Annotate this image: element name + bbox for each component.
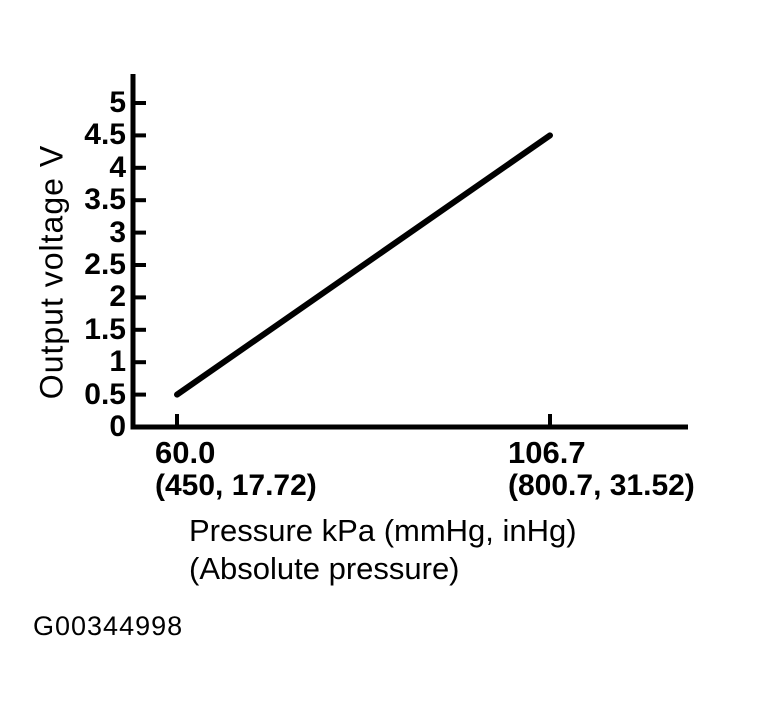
y-tick-label: 0 [109,410,126,443]
x-axis-title: Pressure kPa (mmHg, inHg) (Absolute pres… [189,512,577,588]
y-tick-label: 5 [109,86,126,119]
figure-id: G00344998 [33,611,184,641]
y-tick-label: 0.5 [84,377,126,411]
x-tick-label: 60.0 [155,435,216,470]
y-tick-label: 1.5 [84,312,126,346]
x-tick-sublabel: (800.7, 31.52) [508,469,695,502]
x-tick-group: 60.0 (450, 17.72) [155,436,317,502]
y-tick-label: 2.5 [84,248,126,281]
y-tick-label: 3 [109,215,126,249]
y-tick-label: 2 [109,280,126,314]
x-tick-sublabel: (450, 17.72) [155,469,317,502]
x-tick-label: 106.7 [508,435,586,470]
x-tick-group: 106.7 (800.7, 31.52) [508,436,695,502]
y-tick-label: 1 [109,345,126,379]
y-tick-label: 4.5 [84,118,126,152]
data-line [174,132,553,398]
x-axis-title-line2: (Absolute pressure) [189,551,460,586]
y-tick-label: 3.5 [84,183,126,217]
x-axis-title-line1: Pressure kPa (mmHg, inHg) [189,513,577,548]
y-tick-label: 4 [109,150,126,184]
